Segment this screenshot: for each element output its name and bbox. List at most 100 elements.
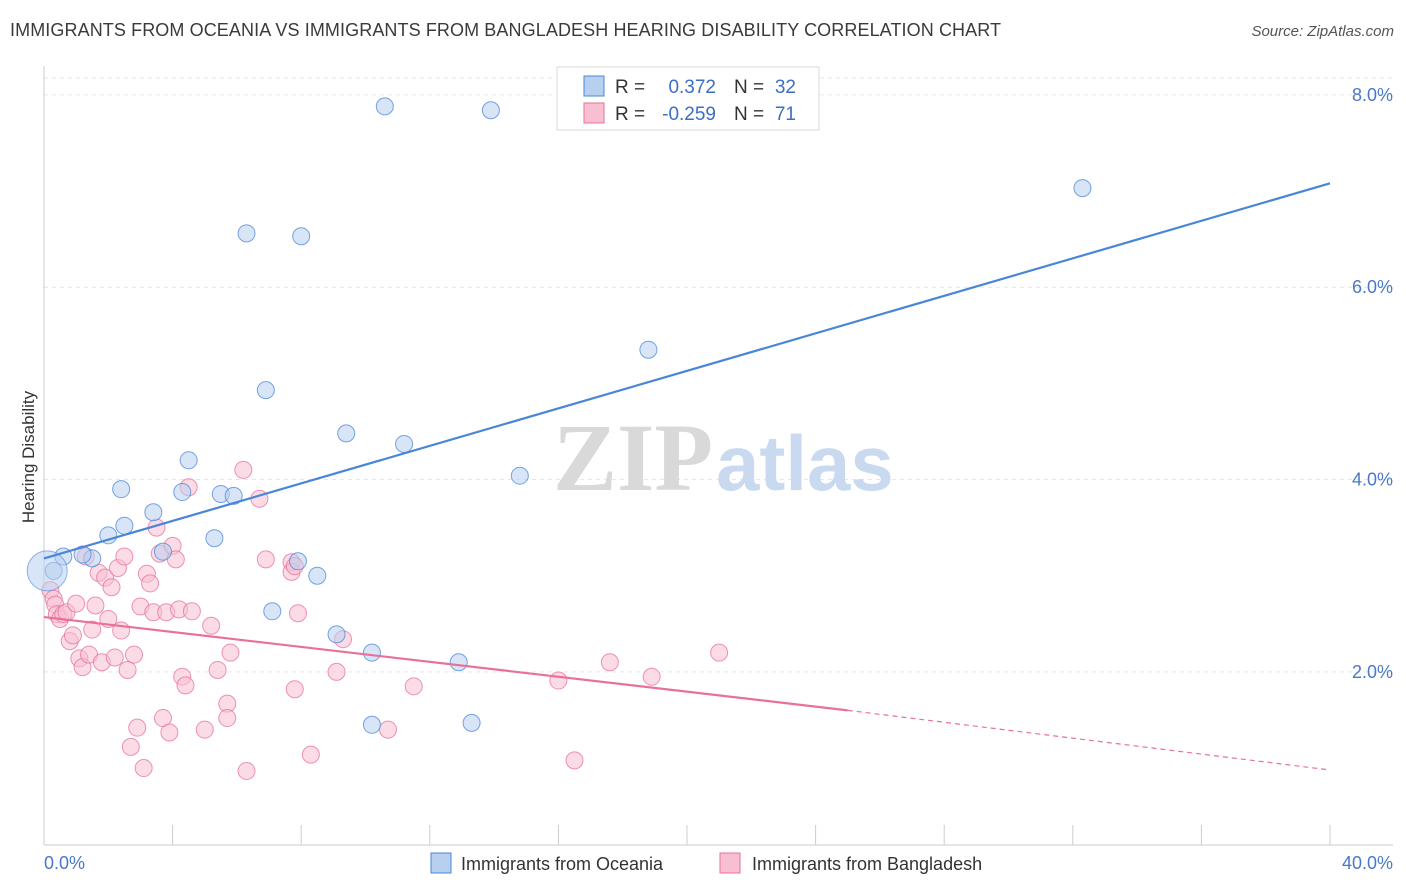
legend-r-value-2: -0.259 xyxy=(662,104,716,125)
oceania-point-25 xyxy=(395,434,414,453)
axes xyxy=(43,66,1393,846)
y-tick-label-1: 4.0% xyxy=(1352,470,1393,490)
legend-swatch-bangladesh xyxy=(583,102,605,124)
oceania-points xyxy=(26,97,1092,734)
bangladesh-point-69 xyxy=(327,662,346,681)
oceania-point-23 xyxy=(375,97,394,116)
bangladesh-point-46 xyxy=(195,720,214,739)
bangladesh-point-28 xyxy=(128,718,147,737)
oceania-point-20 xyxy=(327,625,346,644)
oceania-point-large xyxy=(26,550,68,592)
oceania-point-6 xyxy=(144,503,163,522)
oceania-point-19 xyxy=(308,566,327,585)
legend-n-label-2: N = xyxy=(734,104,764,125)
bangladesh-point-24 xyxy=(115,547,134,566)
bangladesh-point-54 xyxy=(256,550,275,569)
oceania-trend-line xyxy=(43,182,1331,560)
trend-lines xyxy=(43,182,1331,771)
bangladesh-point-8 xyxy=(63,626,82,645)
oceania-point-16 xyxy=(263,602,282,621)
oceania-point-29 xyxy=(510,466,529,485)
source-credit: Source: ZipAtlas.com xyxy=(1251,23,1394,40)
y-tick-labels: 2.0% 4.0% 6.0% 8.0% xyxy=(1352,85,1393,682)
bangladesh-point-32 xyxy=(141,574,160,593)
bottom-legend-swatch-bangladesh xyxy=(719,852,741,874)
oceania-point-14 xyxy=(237,224,256,243)
bangladesh-point-59 xyxy=(288,604,307,623)
bangladesh-point-51 xyxy=(234,460,253,479)
watermark-zip: ZIP xyxy=(553,404,713,511)
oceania-point-26 xyxy=(449,653,468,672)
bangladesh-point-50 xyxy=(218,709,237,728)
legend-swatch-oceania xyxy=(583,75,605,97)
oceania-point-8 xyxy=(153,542,172,561)
y-tick-label-3: 8.0% xyxy=(1352,85,1393,105)
legend-n-label-1: N = xyxy=(734,77,764,98)
oceania-point-11 xyxy=(205,529,224,548)
bangladesh-point-25 xyxy=(118,660,137,679)
oceania-point-5 xyxy=(115,516,134,535)
legend-r-label-2: R = xyxy=(615,104,645,125)
oceania-point-13 xyxy=(224,486,243,505)
bottom-legend-label-bangladesh: Immigrants from Bangladesh xyxy=(752,854,982,874)
bangladesh-point-70 xyxy=(221,643,240,662)
bottom-legend-swatch-oceania xyxy=(430,852,452,874)
oceania-point-18 xyxy=(292,227,311,246)
oceania-point-22 xyxy=(362,643,381,662)
bangladesh-point-38 xyxy=(160,723,179,742)
legend-n-value-2: 71 xyxy=(775,104,796,125)
bangladesh-point-15 xyxy=(86,596,105,615)
legend-r-label-1: R = xyxy=(615,77,645,98)
bangladesh-point-48 xyxy=(208,660,227,679)
bangladesh-point-9 xyxy=(67,594,86,613)
oceania-point-9 xyxy=(173,483,192,502)
bangladesh-points xyxy=(41,460,729,780)
grid-lines xyxy=(44,77,1393,673)
bangladesh-point-26 xyxy=(121,737,140,756)
oceania-point-27 xyxy=(462,713,481,732)
bangladesh-point-21 xyxy=(105,648,124,667)
bangladesh-point-62 xyxy=(379,720,398,739)
y-tick-label-0: 2.0% xyxy=(1352,662,1393,682)
bangladesh-point-60 xyxy=(301,745,320,764)
bottom-legend-label-oceania: Immigrants from Oceania xyxy=(461,854,664,874)
oceania-point-24 xyxy=(362,715,381,734)
bangladesh-point-47 xyxy=(202,616,221,635)
x-tick-label-max: 40.0% xyxy=(1342,853,1393,873)
y-tick-label-2: 6.0% xyxy=(1352,277,1393,297)
oceania-point-31 xyxy=(1073,179,1092,198)
bangladesh-point-65 xyxy=(565,751,584,770)
oceania-point-30 xyxy=(639,340,658,359)
x-tick-label-min: 0.0% xyxy=(44,853,85,873)
bangladesh-point-68 xyxy=(710,643,729,662)
oceania-point-17 xyxy=(288,552,307,571)
oceania-point-7 xyxy=(112,480,131,499)
chart-title: IMMIGRANTS FROM OCEANIA VS IMMIGRANTS FR… xyxy=(10,20,1002,40)
bangladesh-trend-line xyxy=(43,615,848,712)
bangladesh-point-20 xyxy=(102,578,121,597)
bangladesh-point-67 xyxy=(642,667,661,686)
bangladesh-point-43 xyxy=(176,676,195,695)
bangladesh-point-58 xyxy=(285,680,304,699)
oceania-point-4 xyxy=(99,526,118,545)
oceania-point-21 xyxy=(337,424,356,443)
bangladesh-point-14 xyxy=(83,620,102,639)
bangladesh-point-45 xyxy=(182,602,201,621)
bangladesh-trend-extension xyxy=(847,709,1331,771)
watermark-atlas: atlas xyxy=(716,419,894,507)
y-axis-title: Hearing Disability xyxy=(19,390,38,523)
stats-legend: R = 0.372 N = 32 R = -0.259 N = 71 xyxy=(556,66,820,131)
bangladesh-point-30 xyxy=(134,759,153,778)
legend-r-value-1: 0.372 xyxy=(668,77,716,98)
bangladesh-point-63 xyxy=(404,677,423,696)
oceania-point-28 xyxy=(481,101,500,120)
oceania-point-10 xyxy=(179,451,198,470)
legend-n-value-1: 32 xyxy=(775,77,796,98)
oceania-point-15 xyxy=(256,381,275,400)
bangladesh-point-52 xyxy=(237,761,256,780)
bangladesh-point-64 xyxy=(549,671,568,690)
bangladesh-point-27 xyxy=(125,645,144,664)
series-legend: Immigrants from Oceania Immigrants from … xyxy=(430,852,982,874)
bangladesh-point-66 xyxy=(600,653,619,672)
